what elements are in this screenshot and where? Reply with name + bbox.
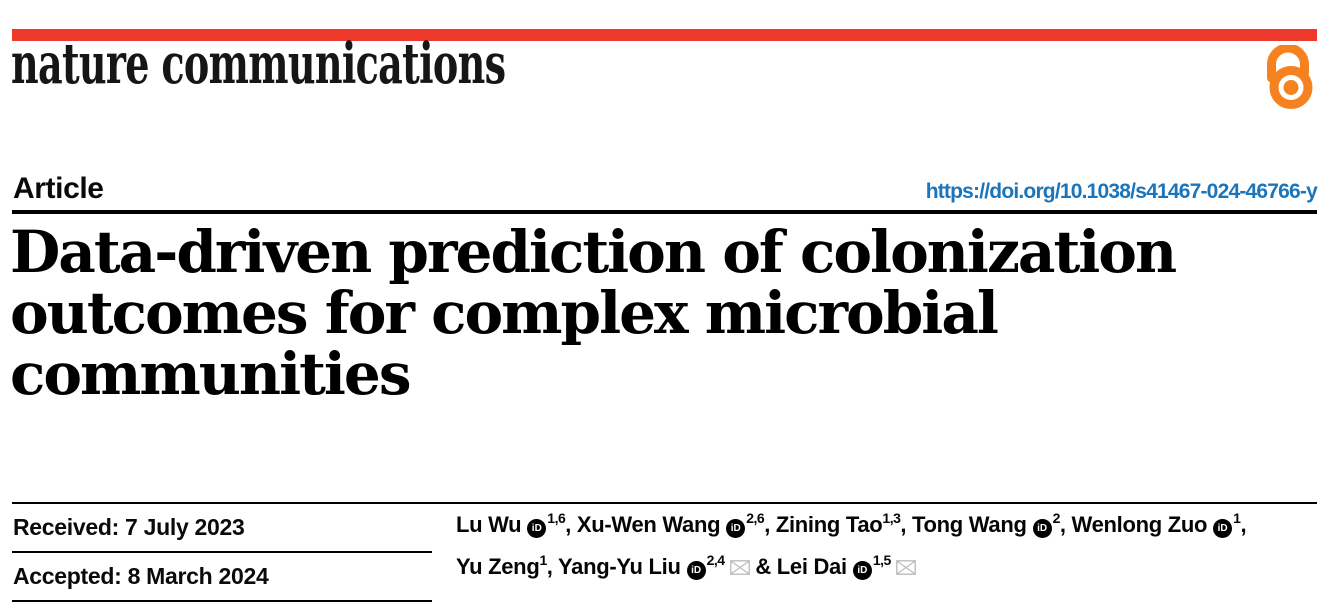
author-affiliation-superscript: 1,5 xyxy=(872,552,891,568)
masthead-rule xyxy=(12,29,1317,41)
open-access-icon xyxy=(1264,43,1318,109)
author-list: Lu Wu iD1,6, Xu-Wen Wang iD2,6, Zining Tao… xyxy=(456,505,1328,589)
email-icon[interactable] xyxy=(729,548,750,587)
date-divider-1 xyxy=(12,551,432,553)
orcid-icon[interactable]: iD xyxy=(686,561,706,580)
orcid-icon[interactable]: iD xyxy=(1032,519,1052,538)
orcid-icon[interactable]: iD xyxy=(1213,519,1233,538)
author-name-text: , Tong Wang xyxy=(900,512,1027,537)
author-name-text: , Xu-Wen Wang xyxy=(565,512,721,537)
title-line-2: outcomes for complex microbial xyxy=(10,279,999,347)
header-divider xyxy=(12,210,1317,214)
title-line-3: communities xyxy=(10,340,412,408)
author-name-text: , Yang-Yu Liu xyxy=(546,554,681,579)
article-title: Data-driven prediction of colonization o… xyxy=(10,222,1320,405)
author-affiliation-superscript: 1,6 xyxy=(547,510,566,526)
author-affiliation-superscript: 2 xyxy=(1052,510,1061,526)
orcid-icon[interactable]: iD xyxy=(527,519,547,538)
title-line-1: Data-driven prediction of colonization xyxy=(10,218,1177,286)
orcid-icon[interactable]: iD xyxy=(852,561,872,580)
received-date: Received: 7 July 2023 xyxy=(13,514,245,540)
email-icon[interactable] xyxy=(895,548,916,587)
author-line-2: Yu Zeng1, Yang-Yu Liu iD2,4 & Lei Dai iD1,… xyxy=(456,547,1328,589)
author-name-text: Yu Zeng xyxy=(456,554,540,579)
author-affiliation-superscript: 1,3 xyxy=(882,510,901,526)
accepted-date: Accepted: 8 March 2024 xyxy=(13,563,269,589)
author-affiliation-superscript: 1 xyxy=(539,552,547,568)
metadata-divider-top xyxy=(12,502,1317,504)
doi-link[interactable]: https://doi.org/10.1038/s41467-024-46766… xyxy=(925,180,1318,203)
date-divider-2 xyxy=(12,600,432,602)
orcid-icon[interactable]: iD xyxy=(726,519,746,538)
author-line-1: Lu Wu iD1,6, Xu-Wen Wang iD2,6, Zining Tao… xyxy=(456,505,1328,547)
author-name-text: , Zining Tao xyxy=(764,512,883,537)
author-name-text: , Wenlong Zuo xyxy=(1059,512,1208,537)
journal-logo: nature communications xyxy=(11,31,506,97)
author-name-text: , xyxy=(1240,512,1247,537)
author-affiliation-superscript: 2,4 xyxy=(706,552,725,568)
author-affiliation-superscript: 1 xyxy=(1233,510,1241,526)
article-type-label: Article xyxy=(13,172,104,205)
author-name-text: Lu Wu xyxy=(456,512,522,537)
author-affiliation-superscript: 2,6 xyxy=(746,510,765,526)
author-name-text: & Lei Dai xyxy=(749,554,847,579)
